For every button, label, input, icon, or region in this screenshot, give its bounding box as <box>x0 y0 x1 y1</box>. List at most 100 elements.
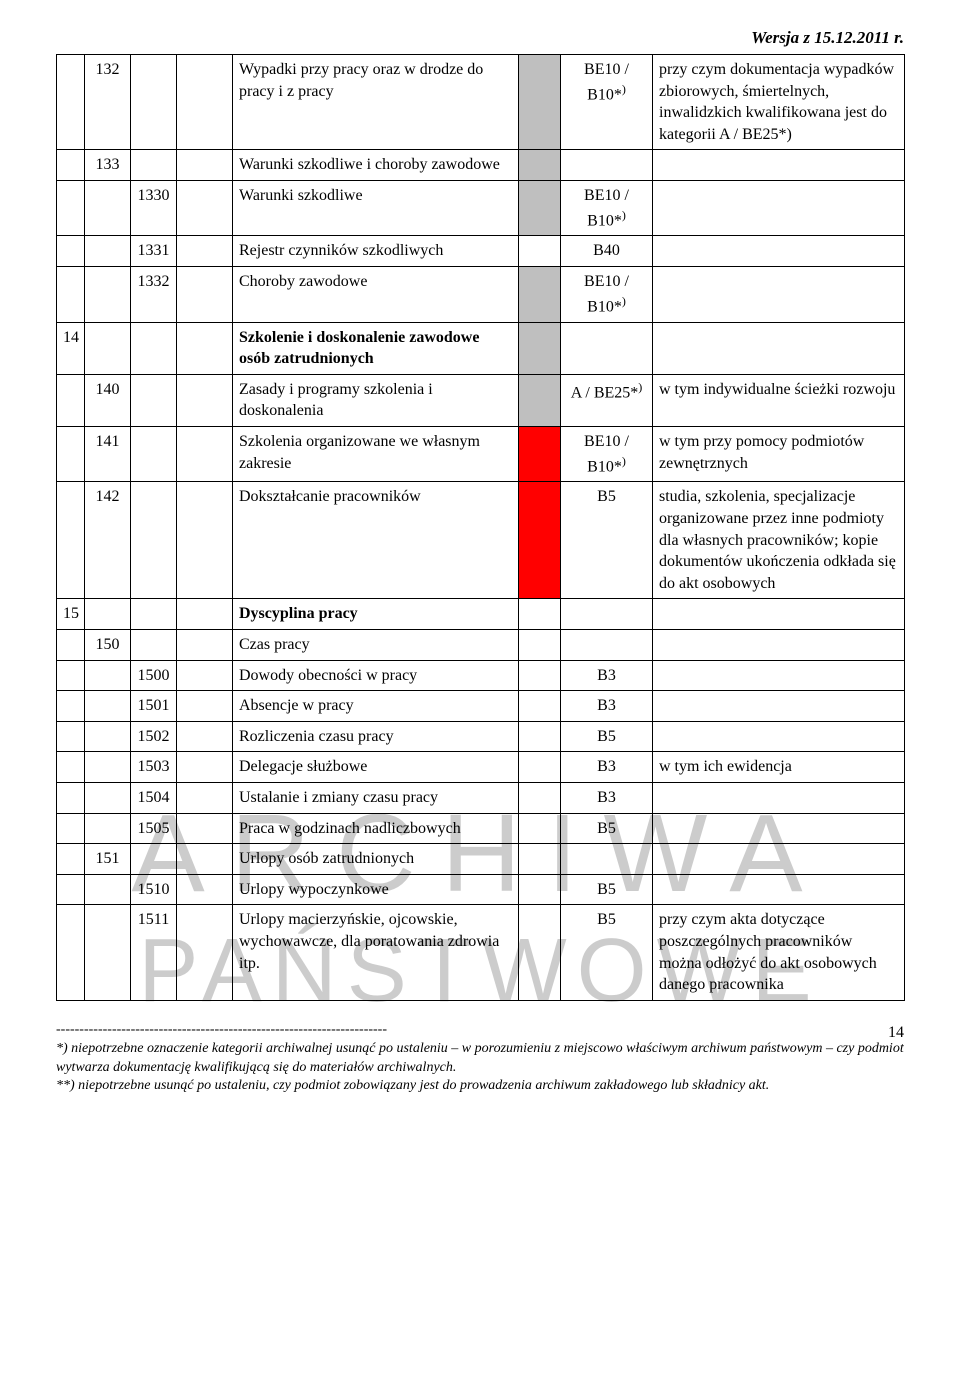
footnote-1: *) niepotrzebne oznaczenie kategorii arc… <box>56 1041 904 1075</box>
notes-cell <box>653 322 905 374</box>
category-code-cell: BE10 / B10*) <box>561 180 653 236</box>
col-level-4 <box>177 482 233 599</box>
col-level-1 <box>57 691 85 722</box>
category-code-cell <box>561 150 653 181</box>
col-level-2 <box>85 599 131 630</box>
notes-cell: w tym przy pomocy podmiotów zewnętrznych <box>653 426 905 482</box>
notes-cell <box>653 783 905 814</box>
description-cell: Zasady i programy szkolenia i doskonalen… <box>233 374 519 426</box>
description-cell: Dyscyplina pracy <box>233 599 519 630</box>
category-indicator-cell <box>519 752 561 783</box>
category-indicator-cell <box>519 482 561 599</box>
category-indicator-cell <box>519 783 561 814</box>
col-level-4 <box>177 150 233 181</box>
col-level-4 <box>177 752 233 783</box>
col-level-1 <box>57 180 85 236</box>
table-row: 1332Choroby zawodoweBE10 / B10*) <box>57 267 905 323</box>
col-level-3: 1502 <box>131 721 177 752</box>
col-level-2 <box>85 322 131 374</box>
notes-cell <box>653 599 905 630</box>
description-cell: Absencje w pracy <box>233 691 519 722</box>
category-indicator-cell <box>519 322 561 374</box>
classification-table: 132Wypadki przy pracy oraz w drodze do p… <box>56 54 905 1001</box>
col-level-2: 151 <box>85 844 131 875</box>
col-level-4 <box>177 322 233 374</box>
page-number: 14 <box>888 1024 904 1042</box>
category-indicator-cell <box>519 660 561 691</box>
category-indicator-cell <box>519 55 561 150</box>
notes-cell <box>653 180 905 236</box>
table-row: 1331Rejestr czynników szkodliwychB40 <box>57 236 905 267</box>
table-row: 142Dokształcanie pracownikówB5studia, sz… <box>57 482 905 599</box>
col-level-3 <box>131 482 177 599</box>
version-header: Wersja z 15.12.2011 r. <box>56 28 904 48</box>
category-code-cell: BE10 / B10*) <box>561 426 653 482</box>
category-code-cell: B3 <box>561 660 653 691</box>
col-level-1 <box>57 905 85 1000</box>
table-row: 133Warunki szkodliwe i choroby zawodowe <box>57 150 905 181</box>
col-level-3 <box>131 374 177 426</box>
col-level-4 <box>177 236 233 267</box>
col-level-1 <box>57 630 85 661</box>
notes-cell <box>653 721 905 752</box>
col-level-3 <box>131 844 177 875</box>
table-row: 1330Warunki szkodliweBE10 / B10*) <box>57 180 905 236</box>
col-level-2 <box>85 905 131 1000</box>
col-level-4 <box>177 267 233 323</box>
col-level-2: 140 <box>85 374 131 426</box>
category-code-cell: B5 <box>561 905 653 1000</box>
description-cell: Dowody obecności w pracy <box>233 660 519 691</box>
col-level-3: 1505 <box>131 813 177 844</box>
category-indicator-cell <box>519 905 561 1000</box>
col-level-4 <box>177 691 233 722</box>
col-level-1: 15 <box>57 599 85 630</box>
category-code-cell <box>561 599 653 630</box>
category-indicator-cell <box>519 267 561 323</box>
category-code-cell <box>561 630 653 661</box>
col-level-2: 132 <box>85 55 131 150</box>
col-level-1 <box>57 874 85 905</box>
category-indicator-cell <box>519 630 561 661</box>
table-row: 132Wypadki przy pracy oraz w drodze do p… <box>57 55 905 150</box>
description-cell: Rozliczenia czasu pracy <box>233 721 519 752</box>
document-page: Wersja z 15.12.2011 r. ARCHIWA PAŃSTWOWE… <box>0 0 960 1120</box>
col-level-2 <box>85 267 131 323</box>
footnote-separator: ----------------------------------------… <box>56 1022 387 1037</box>
notes-cell <box>653 660 905 691</box>
col-level-1 <box>57 752 85 783</box>
col-level-2 <box>85 874 131 905</box>
category-indicator-cell <box>519 150 561 181</box>
notes-cell <box>653 874 905 905</box>
col-level-4 <box>177 180 233 236</box>
col-level-3: 1500 <box>131 660 177 691</box>
col-level-4 <box>177 813 233 844</box>
col-level-2 <box>85 180 131 236</box>
table-row: 151Urlopy osób zatrudnionych <box>57 844 905 875</box>
col-level-3: 1331 <box>131 236 177 267</box>
col-level-1 <box>57 813 85 844</box>
col-level-4 <box>177 630 233 661</box>
category-code-cell: BE10 / B10*) <box>561 267 653 323</box>
notes-cell: przy czym akta dotyczące poszczególnych … <box>653 905 905 1000</box>
col-level-2: 142 <box>85 482 131 599</box>
col-level-1 <box>57 267 85 323</box>
col-level-1 <box>57 55 85 150</box>
col-level-3: 1501 <box>131 691 177 722</box>
category-indicator-cell <box>519 374 561 426</box>
col-level-1 <box>57 150 85 181</box>
category-indicator-cell <box>519 721 561 752</box>
col-level-2 <box>85 813 131 844</box>
description-cell: Warunki szkodliwe i choroby zawodowe <box>233 150 519 181</box>
col-level-3 <box>131 426 177 482</box>
col-level-3: 1504 <box>131 783 177 814</box>
category-indicator-cell <box>519 844 561 875</box>
description-cell: Szkolenie i doskonalenie zawodowe osób z… <box>233 322 519 374</box>
col-level-3 <box>131 630 177 661</box>
category-code-cell: B5 <box>561 482 653 599</box>
table-row: 14Szkolenie i doskonalenie zawodowe osób… <box>57 322 905 374</box>
description-cell: Szkolenia organizowane we własnym zakres… <box>233 426 519 482</box>
category-code-cell: B5 <box>561 813 653 844</box>
category-code-cell: B40 <box>561 236 653 267</box>
notes-cell <box>653 844 905 875</box>
notes-cell <box>653 236 905 267</box>
